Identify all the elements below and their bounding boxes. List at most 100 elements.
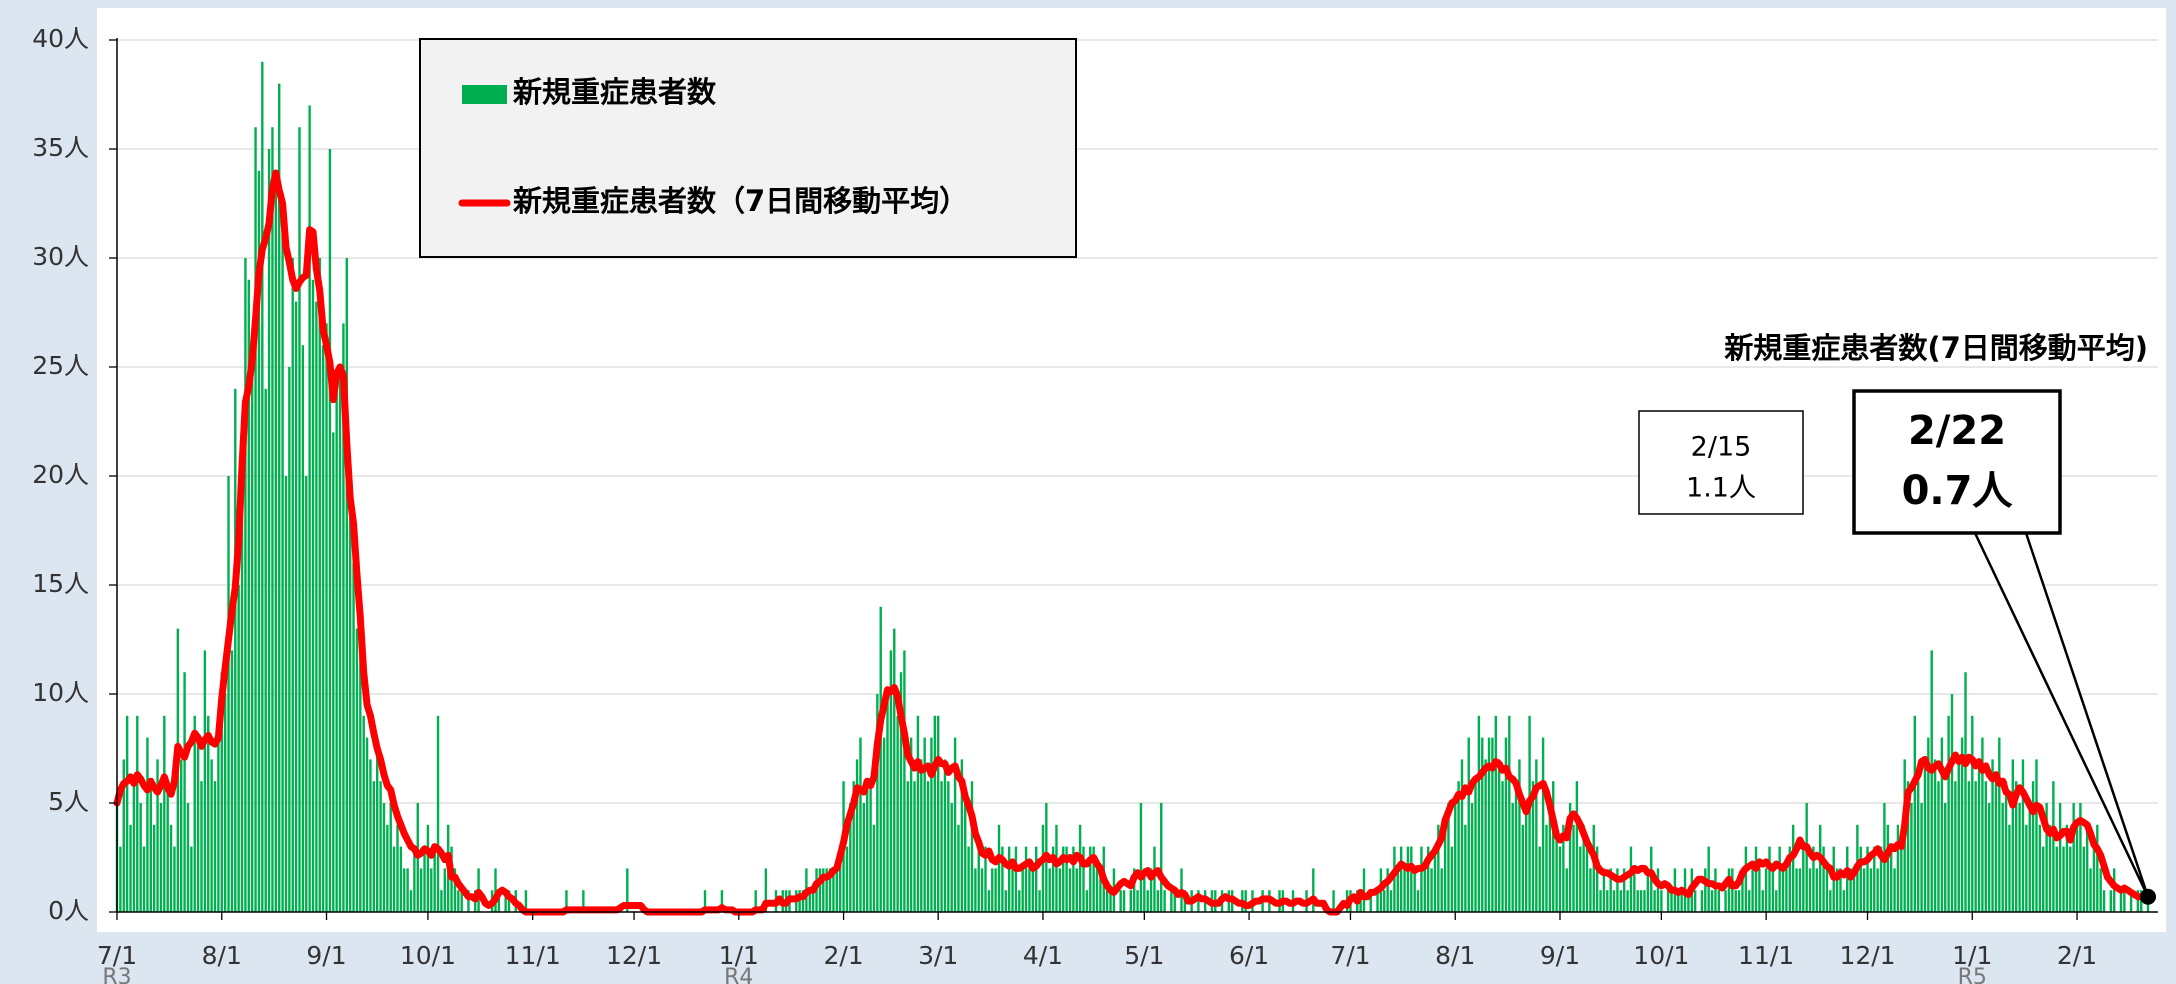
bar — [1423, 868, 1427, 912]
bar — [1538, 846, 1541, 912]
bar — [1065, 846, 1068, 912]
bar — [1589, 868, 1592, 912]
bar — [156, 759, 159, 912]
line — [113, 169, 2152, 916]
bar — [1585, 846, 1589, 912]
bar — [1812, 846, 1815, 912]
bar — [2042, 846, 2045, 912]
bar — [1633, 868, 1636, 912]
bar — [1717, 890, 1721, 912]
bar — [1636, 890, 1639, 912]
bar — [1947, 715, 1950, 912]
bar — [1085, 890, 1089, 912]
bar — [1518, 759, 1521, 912]
bar — [1687, 890, 1690, 912]
bar — [298, 127, 301, 912]
bar — [1805, 803, 1808, 912]
legend-label: 新規重症患者数 — [512, 75, 716, 109]
bar — [997, 824, 1001, 912]
bar — [389, 803, 392, 912]
x-group-label: R5 — [1958, 965, 1987, 984]
bar — [1470, 803, 1474, 912]
bar — [991, 868, 994, 912]
bar — [1626, 890, 1629, 912]
bar — [1034, 846, 1038, 912]
bar — [1822, 846, 1825, 912]
bar — [359, 628, 362, 912]
marks — [113, 61, 2156, 916]
bar — [798, 890, 801, 912]
bar — [237, 585, 240, 912]
bar — [1619, 890, 1623, 912]
bar — [2129, 890, 2133, 912]
bar — [1454, 803, 1457, 912]
bar — [2055, 846, 2058, 912]
bar — [832, 868, 835, 912]
bar — [1731, 868, 1734, 912]
x-tick-label: 8/1 — [202, 941, 242, 970]
y-tick-label: 25人 — [32, 351, 89, 380]
bar — [1497, 759, 1501, 912]
bar — [1001, 846, 1004, 912]
bar — [953, 737, 957, 912]
bar — [376, 737, 379, 912]
bar — [1524, 803, 1528, 912]
bar — [169, 824, 173, 912]
bar — [399, 846, 403, 912]
bar — [254, 127, 257, 912]
bar — [207, 715, 210, 912]
bar — [1910, 803, 1913, 912]
bar — [828, 868, 832, 912]
bar — [2028, 803, 2031, 912]
bar — [460, 890, 463, 912]
bar — [1944, 803, 1947, 912]
bar — [1778, 846, 1781, 912]
bar — [1477, 715, 1481, 912]
callout-box — [1638, 410, 1804, 515]
bar — [974, 868, 977, 912]
bar — [1849, 868, 1852, 912]
bar — [1724, 890, 1727, 912]
bar — [419, 868, 423, 912]
bar — [1555, 824, 1558, 912]
bar — [1095, 868, 1099, 912]
bar — [1004, 890, 1007, 912]
x-tick-label: 12/1 — [606, 941, 662, 970]
bar — [835, 868, 839, 912]
bar — [507, 890, 511, 912]
bar — [372, 781, 376, 912]
bar — [1727, 868, 1731, 912]
bar — [1781, 868, 1785, 912]
bar — [1954, 781, 1957, 912]
bar — [1122, 890, 1126, 912]
bar — [1998, 737, 2001, 912]
bar — [267, 149, 271, 912]
bar — [2001, 803, 2004, 912]
bar — [2004, 781, 2008, 912]
bar — [916, 715, 920, 912]
bar — [626, 868, 629, 912]
bar — [994, 868, 997, 912]
bar — [2113, 868, 2116, 912]
bar — [328, 149, 332, 912]
bar — [1481, 737, 1484, 912]
bar — [1900, 846, 1903, 912]
bar — [1528, 715, 1531, 912]
bar — [352, 563, 355, 912]
bar — [1565, 868, 1568, 912]
bar — [1660, 890, 1663, 912]
y-tick-label: 0人 — [48, 896, 89, 925]
bar — [1670, 890, 1673, 912]
bar — [1457, 781, 1460, 912]
bar — [1927, 737, 1930, 912]
bar — [342, 323, 345, 912]
bar — [1785, 868, 1788, 912]
bar — [1156, 890, 1160, 912]
bar — [1751, 868, 1754, 912]
bar — [129, 824, 132, 912]
bar — [852, 781, 855, 912]
bar — [1639, 890, 1643, 912]
bar — [504, 890, 507, 912]
bar — [2025, 824, 2028, 912]
bar — [257, 170, 261, 913]
